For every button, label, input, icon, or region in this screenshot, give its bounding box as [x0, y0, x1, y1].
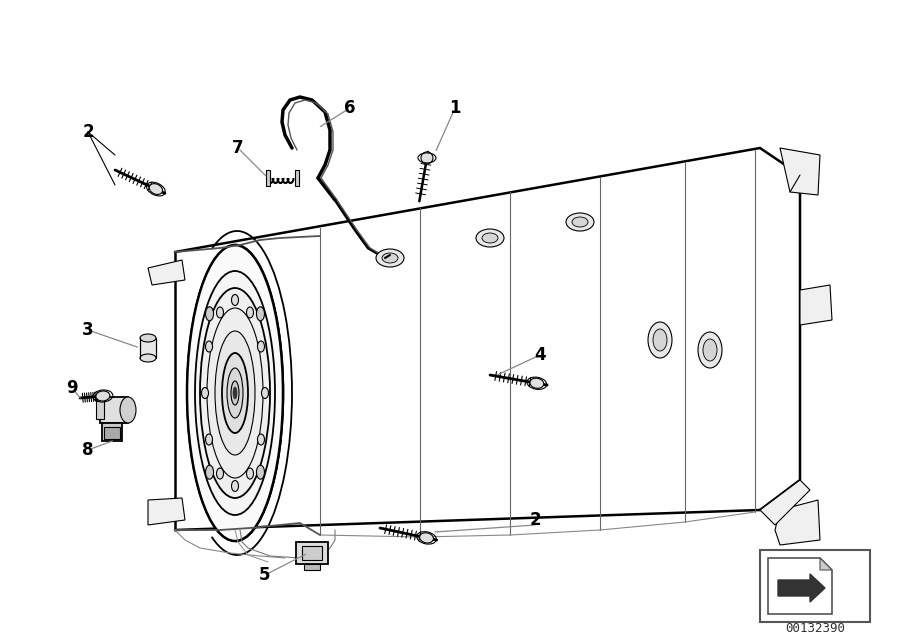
Polygon shape — [302, 546, 322, 560]
Ellipse shape — [247, 468, 254, 479]
Ellipse shape — [703, 339, 717, 361]
Polygon shape — [102, 423, 122, 441]
Ellipse shape — [572, 217, 588, 227]
Text: 00132390: 00132390 — [785, 622, 845, 635]
Polygon shape — [760, 480, 810, 525]
Ellipse shape — [231, 381, 239, 405]
Text: 5: 5 — [259, 566, 271, 584]
Ellipse shape — [207, 308, 263, 478]
Ellipse shape — [698, 332, 722, 368]
Polygon shape — [295, 170, 299, 186]
Text: 4: 4 — [535, 346, 545, 364]
Ellipse shape — [205, 307, 213, 321]
Ellipse shape — [120, 397, 136, 423]
Polygon shape — [104, 427, 120, 439]
Ellipse shape — [195, 271, 275, 515]
Ellipse shape — [257, 341, 265, 352]
Ellipse shape — [653, 329, 667, 351]
Text: 3: 3 — [82, 321, 94, 339]
Polygon shape — [780, 148, 820, 195]
Ellipse shape — [217, 468, 223, 479]
Ellipse shape — [257, 434, 265, 445]
Ellipse shape — [96, 391, 110, 401]
Polygon shape — [148, 498, 185, 525]
Ellipse shape — [247, 307, 254, 318]
Ellipse shape — [482, 233, 498, 243]
Polygon shape — [266, 170, 270, 186]
Ellipse shape — [227, 368, 243, 418]
Ellipse shape — [217, 307, 223, 318]
Ellipse shape — [200, 288, 270, 498]
Ellipse shape — [222, 353, 248, 433]
Text: 7: 7 — [232, 139, 244, 157]
Text: 8: 8 — [82, 441, 94, 459]
Ellipse shape — [233, 387, 237, 399]
Bar — [760, 550, 870, 622]
Polygon shape — [148, 260, 185, 285]
Text: 9: 9 — [67, 379, 77, 397]
Text: 2: 2 — [82, 123, 94, 141]
Ellipse shape — [205, 465, 213, 479]
Ellipse shape — [382, 253, 398, 263]
Ellipse shape — [140, 334, 156, 342]
Ellipse shape — [421, 152, 433, 164]
Ellipse shape — [530, 378, 544, 389]
Ellipse shape — [231, 294, 239, 305]
Ellipse shape — [205, 341, 212, 352]
Text: 1: 1 — [449, 99, 461, 117]
Ellipse shape — [149, 184, 163, 195]
Ellipse shape — [419, 533, 434, 543]
Polygon shape — [96, 399, 104, 419]
Polygon shape — [768, 558, 832, 614]
Ellipse shape — [376, 249, 404, 267]
Polygon shape — [304, 564, 320, 570]
Polygon shape — [778, 574, 825, 602]
Ellipse shape — [262, 387, 268, 399]
Ellipse shape — [256, 307, 265, 321]
Polygon shape — [140, 338, 156, 358]
Ellipse shape — [231, 481, 239, 492]
Ellipse shape — [256, 465, 265, 479]
Text: 6: 6 — [344, 99, 356, 117]
Ellipse shape — [202, 387, 209, 399]
Ellipse shape — [566, 213, 594, 231]
Polygon shape — [100, 397, 128, 423]
Ellipse shape — [187, 245, 283, 541]
Text: 2: 2 — [529, 511, 541, 529]
Polygon shape — [775, 500, 820, 545]
Ellipse shape — [205, 434, 212, 445]
Polygon shape — [820, 558, 832, 570]
Ellipse shape — [215, 331, 255, 455]
Ellipse shape — [140, 354, 156, 362]
Polygon shape — [800, 285, 832, 325]
Ellipse shape — [648, 322, 672, 358]
Ellipse shape — [476, 229, 504, 247]
Polygon shape — [296, 542, 328, 564]
